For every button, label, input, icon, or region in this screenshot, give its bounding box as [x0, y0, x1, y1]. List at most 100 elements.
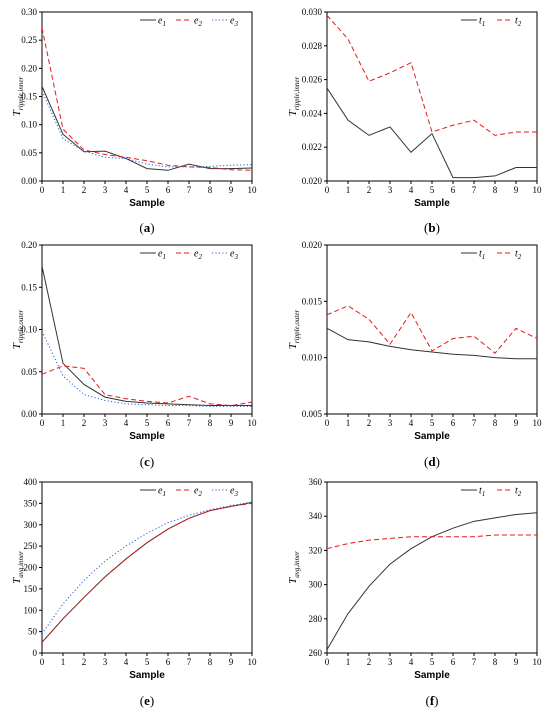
y-tick-label: 150	[24, 584, 38, 594]
y-tick-label: 0.030	[302, 7, 323, 17]
x-tick-label: 0	[40, 418, 45, 428]
x-tick-label: 10	[248, 185, 258, 195]
y-tick-label: 0.00	[21, 176, 37, 186]
x-tick-label: 1	[61, 657, 66, 667]
panel-caption: (f)	[425, 693, 438, 708]
panel-caption: (e)	[140, 693, 154, 708]
series-line-e1	[42, 266, 252, 407]
y-tick-label: 0.020	[302, 240, 323, 250]
caption-open: (	[424, 220, 428, 235]
x-tick-label: 2	[367, 657, 372, 667]
series-line-t1	[327, 87, 537, 179]
caption-letter: b	[428, 220, 435, 235]
x-tick-label: 0	[325, 185, 330, 195]
y-axis-label-sub: ripple,inner	[293, 77, 301, 111]
series-line-t2	[327, 15, 537, 136]
legend-label-sub: 1	[482, 20, 486, 28]
caption-close: )	[150, 693, 154, 708]
x-tick-label: 4	[409, 657, 414, 667]
caption-letter: d	[428, 454, 436, 469]
caption-letter: a	[144, 220, 151, 235]
series-line-e1	[42, 86, 252, 171]
y-tick-label: 0.010	[302, 353, 323, 363]
x-tick-label: 4	[124, 657, 129, 667]
x-axis-label: Sample	[129, 198, 165, 209]
x-tick-label: 2	[82, 418, 87, 428]
y-axis-label: Tripple,inner	[287, 77, 301, 117]
series-line-e1	[42, 502, 252, 643]
legend-label-sub: 3	[233, 253, 238, 261]
caption-open: (	[139, 220, 143, 235]
legend-label: e3	[230, 486, 238, 499]
y-tick-label: 0.25	[21, 35, 37, 45]
x-tick-label: 6	[166, 185, 171, 195]
x-tick-label: 6	[166, 418, 171, 428]
chart-panel-c: 0 1 2 3 4 5 6 7 8 9 10 0.00 0.05 0.10 0.15 0.20 Sample Tr…	[11, 240, 257, 469]
caption-close: )	[150, 454, 154, 469]
x-tick-label: 0	[325, 418, 330, 428]
legend-label-sub: 3	[233, 490, 238, 498]
series-line-e3	[42, 501, 252, 635]
x-tick-label: 9	[229, 657, 234, 667]
legend-label-name: t	[515, 486, 518, 497]
x-tick-label: 7	[187, 418, 192, 428]
series-line-e2	[42, 27, 252, 171]
y-axis-label: Tripple,outer	[287, 310, 301, 350]
legend-label-sub: 1	[162, 20, 166, 28]
legend-label-name: e	[194, 16, 199, 27]
x-tick-label: 5	[145, 418, 150, 428]
legend: e1 e2 e3	[140, 486, 238, 499]
x-tick-label: 5	[145, 657, 150, 667]
y-tick-label: 0.024	[302, 108, 323, 118]
legend-label: e3	[230, 249, 238, 262]
y-tick-label: 0.05	[21, 367, 37, 377]
x-tick-label: 4	[409, 418, 414, 428]
x-tick-label: 3	[103, 657, 108, 667]
y-axis-label-main: T	[287, 109, 299, 116]
y-tick-label: 0.20	[21, 240, 37, 250]
legend: e1 e2 e3	[140, 16, 238, 28]
x-tick-label: 9	[514, 418, 519, 428]
y-axis-label: Tavg,inner	[287, 551, 301, 584]
x-tick-label: 8	[493, 418, 498, 428]
y-axis-label-sub: avg,inner	[17, 551, 25, 578]
caption-open: (	[424, 454, 428, 469]
legend-label-sub: 1	[162, 253, 166, 261]
y-tick-label: 0.10	[21, 120, 37, 130]
y-axis-label: Tripple,inner	[11, 77, 25, 117]
y-tick-label: 0.20	[21, 63, 37, 73]
y-axis-label-sub: avg,inner	[293, 551, 301, 578]
legend-label-name: t	[479, 16, 482, 27]
legend: t1 t2	[461, 249, 522, 261]
legend-label-sub: 2	[518, 490, 522, 498]
x-axis-label: Sample	[414, 198, 450, 209]
y-axis-label-sub: ripple,outer	[17, 310, 25, 344]
x-tick-label: 8	[208, 657, 213, 667]
x-tick-label: 5	[430, 657, 435, 667]
x-tick-label: 0	[325, 657, 330, 667]
plot-frame	[326, 481, 538, 654]
series-line-t1	[327, 512, 537, 650]
x-tick-label: 6	[451, 418, 456, 428]
x-tick-label: 1	[346, 185, 351, 195]
x-tick-label: 9	[229, 418, 234, 428]
legend-label-name: e	[230, 486, 235, 497]
x-tick-label: 6	[451, 185, 456, 195]
legend-label: e1	[158, 249, 166, 262]
x-tick-label: 10	[533, 418, 543, 428]
series-line-t1	[327, 327, 537, 360]
legend-label-name: t	[515, 16, 518, 27]
x-tick-label: 5	[430, 418, 435, 428]
y-tick-label: 0.015	[302, 296, 323, 306]
y-axis-label-sub: ripple,inner	[17, 77, 25, 111]
y-tick-label: 360	[309, 477, 323, 487]
y-axis-label-sub: ripple,outer	[293, 310, 301, 344]
chart-panel-e: 0 1 2 3 4 5 6 7 8 9 10050100150200250300350400Samp…	[11, 477, 257, 708]
x-tick-label: 0	[40, 657, 45, 667]
y-tick-label: 0.00	[21, 409, 37, 419]
x-tick-label: 1	[346, 418, 351, 428]
legend-label-sub: 3	[233, 20, 238, 28]
legend-label-name: e	[158, 486, 163, 497]
legend-label-sub: 1	[162, 490, 166, 498]
series-line-e3	[42, 90, 252, 168]
